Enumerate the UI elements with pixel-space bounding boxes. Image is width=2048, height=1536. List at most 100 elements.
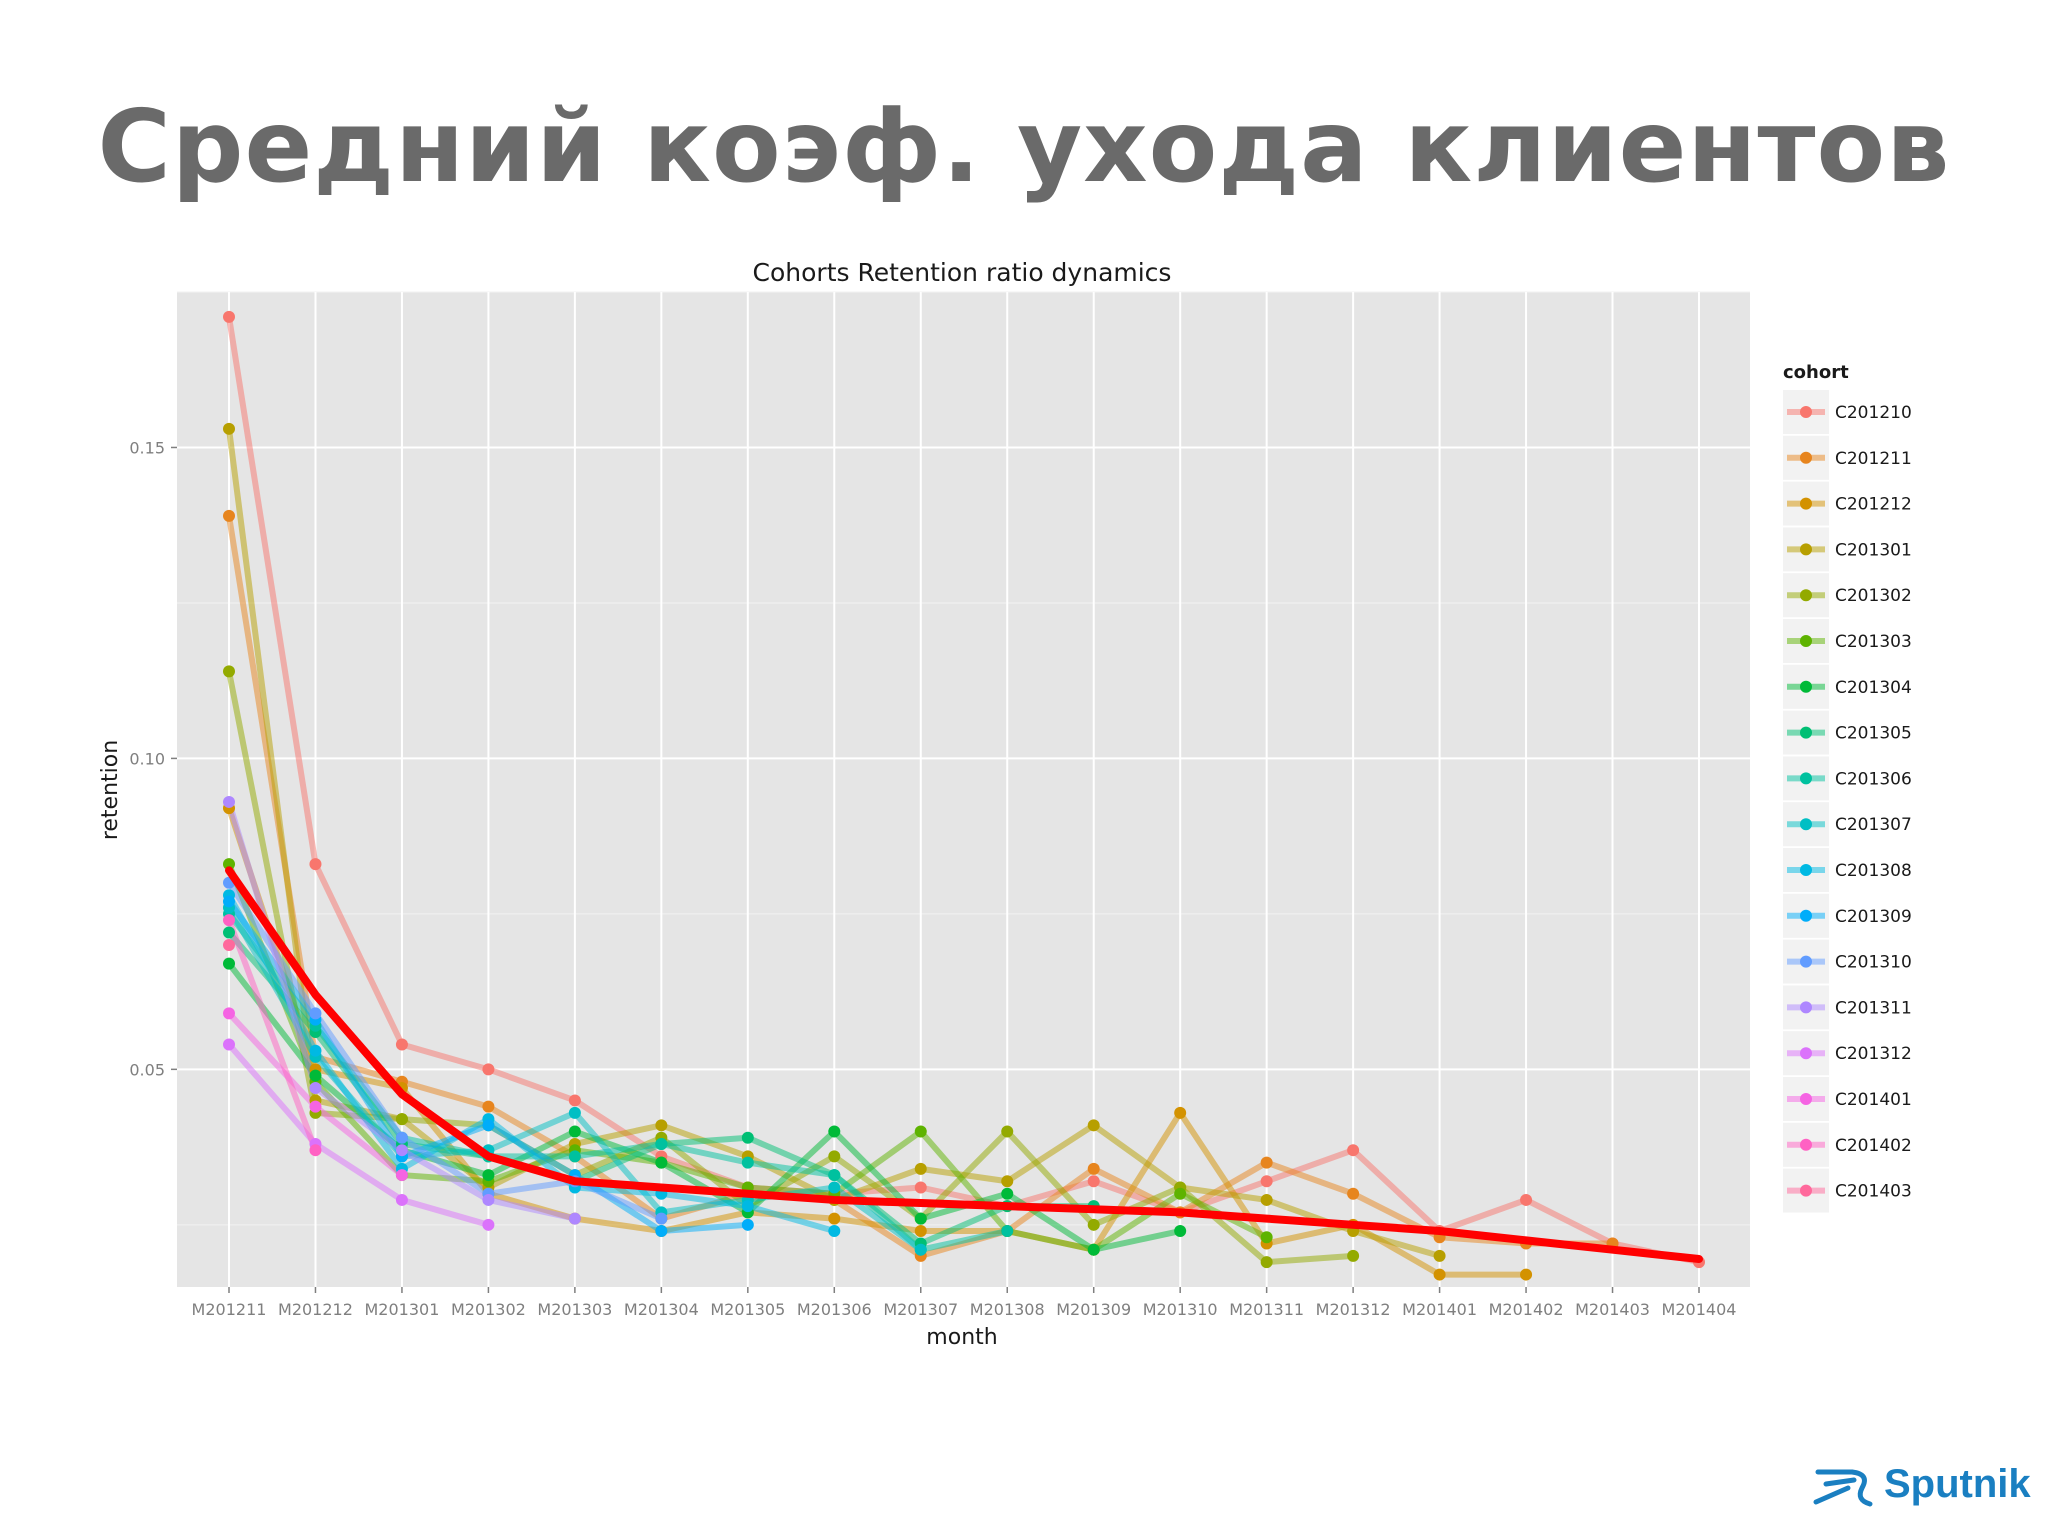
legend-label: C201302 [1835, 586, 1912, 606]
legend-label: C201211 [1835, 449, 1912, 469]
legend-key-point [1800, 1138, 1812, 1151]
legend-key-point [1800, 1001, 1812, 1014]
x-tick-label: M201402 [1489, 1300, 1564, 1319]
x-tick-label: M201211 [192, 1300, 267, 1319]
series-line-c201210 [226, 316, 1700, 1266]
data-point-c201309 [223, 895, 235, 908]
data-point-c201303 [1174, 1187, 1187, 1200]
data-point-c201310 [309, 1007, 322, 1020]
x-tick-label: M201404 [1662, 1300, 1737, 1319]
data-point-c201304 [482, 1169, 495, 1182]
data-point-c201401 [309, 1100, 322, 1113]
data-point-c201301 [1087, 1119, 1100, 1132]
data-point-c201211 [223, 509, 235, 522]
data-point-c201304 [1087, 1243, 1100, 1256]
legend-key-point [1800, 543, 1812, 556]
data-point-c201401 [395, 1169, 408, 1182]
average-retention-line [225, 866, 1703, 1264]
legend-label: C201309 [1835, 907, 1912, 927]
data-point-c201402 [223, 914, 235, 927]
y-axis-label: retention [98, 740, 123, 840]
data-point-c201210 [1260, 1175, 1273, 1188]
data-point-c201212 [914, 1225, 927, 1238]
data-point-c201302 [395, 1113, 408, 1126]
data-point-c201211 [1087, 1162, 1100, 1175]
y-tick-label: 0.10 [129, 749, 165, 768]
data-point-c201212 [828, 1212, 841, 1225]
x-tick-label: M201303 [537, 1300, 612, 1319]
series-line-c201310 [226, 881, 663, 1222]
data-point-c201301 [655, 1119, 668, 1132]
legend-label: C201303 [1835, 632, 1912, 652]
data-point-c201306 [741, 1156, 754, 1169]
data-point-c201210 [223, 310, 235, 323]
legend-key-point [1800, 1093, 1812, 1105]
data-point-c201210 [395, 1038, 408, 1051]
data-point-c201306 [568, 1150, 581, 1163]
data-point-c201311 [223, 795, 235, 808]
data-point-c201302 [1087, 1218, 1100, 1231]
series-line-c201312 [226, 1042, 490, 1228]
x-tick-label: M201311 [1229, 1300, 1304, 1319]
data-point-c201306 [1001, 1225, 1014, 1238]
data-point-c201403 [223, 938, 235, 951]
legend-label: C201312 [1835, 1044, 1912, 1064]
legend-label: C201212 [1835, 495, 1912, 515]
x-tick-label: M201212 [278, 1300, 353, 1319]
series-line-c201306 [226, 912, 1008, 1253]
legend-label: C201308 [1835, 861, 1912, 881]
legend-label: C201310 [1835, 953, 1912, 973]
data-point-c201210 [1087, 1175, 1100, 1188]
x-tick-label: M201304 [624, 1300, 699, 1319]
legend-key-point [1800, 864, 1812, 876]
data-point-c201211 [1260, 1156, 1273, 1169]
data-point-c201306 [828, 1169, 841, 1182]
data-point-c201304 [568, 1125, 581, 1138]
y-tick-label: 0.05 [129, 1060, 165, 1079]
legend-label: C201304 [1835, 678, 1912, 698]
data-point-c201212 [1520, 1268, 1533, 1281]
data-point-c201304 [914, 1212, 927, 1225]
legend-key-point [1800, 726, 1812, 739]
legend-label: C201311 [1835, 998, 1912, 1018]
series-line-c201402 [226, 919, 319, 1152]
series-line-c201302 [226, 670, 1354, 1266]
data-point-c201306 [655, 1137, 668, 1150]
data-point-c201311 [568, 1212, 581, 1225]
data-point-c201307 [828, 1181, 841, 1194]
data-point-c201312 [223, 1038, 235, 1051]
legend-key-point [1800, 818, 1812, 831]
data-point-c201304 [1174, 1225, 1187, 1238]
legend-label: C201210 [1835, 403, 1912, 423]
x-tick-label: M201308 [970, 1300, 1045, 1319]
legend-key-point [1800, 589, 1812, 602]
data-point-c201301 [1001, 1175, 1014, 1188]
x-tick-label: M201305 [710, 1300, 785, 1319]
y-tick-label: 0.15 [129, 438, 165, 457]
data-point-c201311 [395, 1144, 408, 1157]
data-point-c201303 [914, 1125, 927, 1138]
data-point-c201402 [309, 1144, 322, 1157]
data-point-c201311 [482, 1193, 495, 1206]
legend-key-point [1800, 497, 1812, 510]
data-point-c201211 [1347, 1187, 1360, 1200]
data-point-c201210 [1347, 1144, 1360, 1157]
data-point-c201304 [223, 957, 235, 970]
x-tick-label: M201302 [451, 1300, 526, 1319]
data-point-c201310 [395, 1131, 408, 1144]
legend-key-point [1800, 955, 1812, 968]
data-point-c201212 [1433, 1268, 1446, 1281]
data-point-c201304 [828, 1125, 841, 1138]
data-point-c201302 [1260, 1256, 1273, 1269]
data-point-c201307 [568, 1106, 581, 1119]
data-point-c201312 [482, 1218, 495, 1231]
data-point-c201303 [223, 858, 235, 871]
legend-label: C201306 [1835, 769, 1912, 789]
legend-label: C201301 [1835, 540, 1912, 560]
data-point-c201302 [1001, 1125, 1014, 1138]
legend-label: C201307 [1835, 815, 1912, 835]
data-point-c201304 [309, 1069, 322, 1082]
data-point-c201302 [828, 1150, 841, 1163]
data-point-c201210 [1520, 1193, 1533, 1206]
